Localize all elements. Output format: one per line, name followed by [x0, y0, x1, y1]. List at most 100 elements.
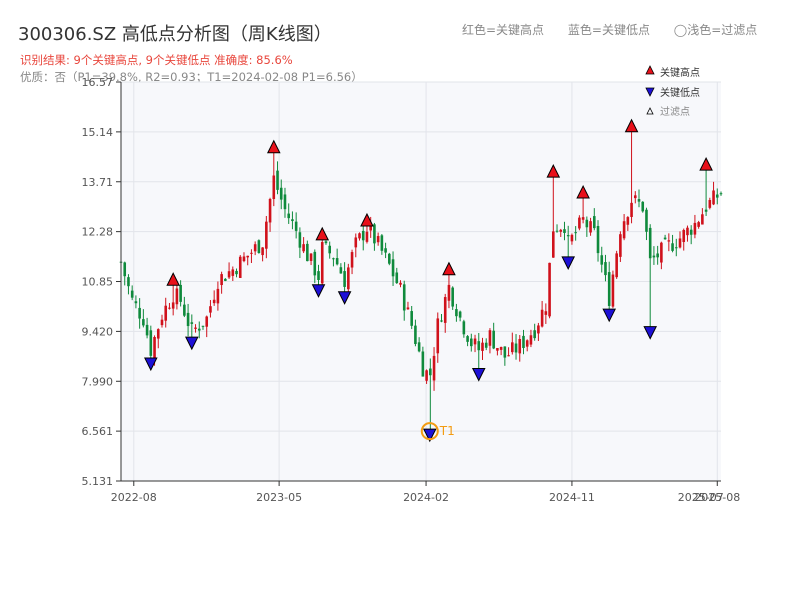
candle-body	[447, 284, 451, 301]
candle-body	[380, 235, 384, 251]
candle-body	[279, 187, 283, 200]
candle-body	[596, 225, 600, 254]
legend-high-swatch	[645, 65, 655, 75]
candle-body	[626, 217, 630, 225]
candle-body	[268, 199, 272, 223]
candle-body	[160, 319, 164, 326]
candle-body	[145, 324, 149, 336]
candle-body	[473, 338, 477, 345]
candle-body	[291, 219, 294, 222]
candle-body	[455, 309, 458, 317]
candle-body	[589, 221, 592, 233]
candle-body	[402, 284, 406, 311]
x-tick-label: 2025-07	[678, 491, 724, 504]
key-high-marker	[699, 157, 713, 171]
candle-body	[525, 340, 529, 347]
candle-body	[250, 252, 253, 254]
t1-label: T1	[439, 424, 455, 438]
candle-body	[399, 282, 402, 285]
candle-body	[276, 170, 279, 190]
candle-body	[127, 277, 130, 287]
candle-body	[693, 222, 697, 235]
candle-body	[339, 267, 343, 274]
candle-body	[615, 253, 618, 278]
candle-body	[242, 256, 246, 262]
candle-body	[529, 335, 533, 345]
candle-body	[462, 321, 466, 335]
candle-body	[156, 329, 160, 339]
y-tick-label: 10.85	[82, 276, 114, 289]
candle-body	[231, 269, 235, 276]
key-high-marker	[266, 139, 281, 154]
candle-body	[611, 274, 615, 307]
candle-body	[563, 229, 566, 233]
candle-body	[354, 237, 358, 248]
candle-body	[496, 348, 499, 351]
candle-body	[522, 335, 525, 349]
key-high-marker	[546, 164, 561, 178]
key-low-marker	[311, 284, 326, 298]
x-tick-label: 2024-11	[549, 491, 595, 504]
y-tick-label: 7.990	[82, 375, 114, 388]
candle-body	[499, 346, 503, 350]
candle-body	[566, 235, 570, 237]
candle-body	[619, 234, 622, 257]
candle-body	[622, 221, 626, 239]
candle-body	[701, 214, 704, 225]
candle-body	[518, 338, 522, 354]
candle-body	[220, 274, 223, 286]
y-tick-label: 5.131	[82, 475, 114, 488]
candle-body	[429, 368, 432, 376]
candle-body	[641, 201, 645, 212]
candle-body	[306, 243, 309, 262]
candle-body	[492, 330, 495, 349]
key-low-marker	[643, 326, 658, 340]
candle-body	[134, 301, 138, 304]
candle-body	[194, 327, 197, 329]
legend-low-label: 关键低点	[660, 86, 700, 99]
candle-body	[186, 312, 190, 327]
candle-body	[481, 342, 484, 351]
candle-body	[592, 216, 596, 229]
candle-body	[656, 253, 659, 258]
candle-body	[507, 355, 510, 357]
candle-body	[421, 351, 425, 377]
candle-body	[432, 355, 436, 381]
candle-body	[361, 230, 365, 241]
candle-body	[313, 251, 317, 276]
candle-body	[123, 262, 127, 277]
key-low-marker	[184, 336, 199, 351]
candle-body	[324, 241, 328, 244]
key-high-marker	[166, 272, 180, 286]
candle-body	[343, 271, 346, 287]
legend-high-label: 关键高点	[660, 66, 700, 79]
y-tick-label: 16.57	[82, 76, 114, 89]
candle-body	[715, 194, 719, 198]
candle-body	[600, 255, 604, 265]
x-tick-label: 2024-02	[403, 491, 449, 504]
key-low-marker	[144, 357, 158, 372]
key-low-marker	[422, 428, 437, 443]
candle-body	[477, 341, 481, 351]
candle-body	[633, 195, 637, 199]
candle-body	[544, 311, 548, 315]
candle-body	[514, 343, 518, 353]
candle-body	[320, 242, 324, 284]
candle-body	[257, 240, 261, 254]
candle-body	[466, 336, 469, 342]
candle-body	[436, 318, 440, 354]
candle-body	[689, 229, 693, 235]
candle-body	[585, 219, 589, 228]
candle-body	[328, 245, 331, 254]
candle-body	[142, 319, 145, 326]
candle-body	[287, 213, 291, 219]
key-low-marker	[471, 367, 486, 382]
y-tick-label: 6.561	[82, 425, 114, 438]
candle-body	[149, 330, 153, 356]
key-point-markers: T1	[144, 118, 713, 443]
candle-body	[458, 311, 462, 318]
key-low-marker	[602, 308, 617, 323]
candle-body	[704, 209, 708, 212]
